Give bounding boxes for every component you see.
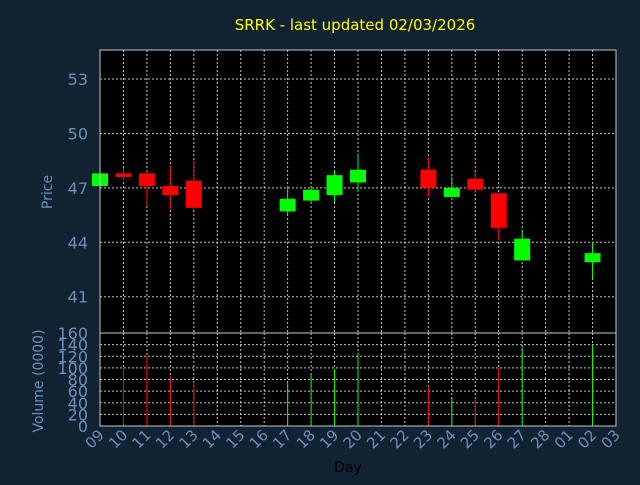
volume-tick-label: 40: [68, 394, 88, 413]
candle-body: [303, 189, 320, 201]
candle-body: [443, 187, 460, 197]
candle-body: [584, 253, 601, 263]
volume-tick-label: 60: [68, 382, 88, 401]
x-axis-label: Day: [334, 460, 362, 476]
candle-body: [420, 169, 437, 188]
price-tick-label: 50: [68, 124, 88, 143]
candle-body: [162, 186, 179, 196]
price-axis-label: Price: [40, 175, 56, 209]
price-panel: 41 44 47 50 53: [68, 49, 617, 334]
chart-title: SRRK - last updated 02/03/2026: [235, 16, 476, 34]
candle-body: [138, 173, 155, 187]
volume-tick-label: 120: [57, 347, 88, 366]
candle-body: [467, 178, 484, 190]
volume-tick-label: 100: [57, 359, 88, 378]
candle-body: [326, 175, 343, 196]
price-tick-label: 47: [68, 179, 88, 198]
price-tick-label: 41: [68, 288, 88, 307]
candle-body: [514, 238, 531, 261]
candle-body: [185, 180, 202, 208]
candle-body: [350, 169, 366, 183]
candle-body: [115, 173, 132, 177]
volume-tick-label: 140: [57, 336, 88, 355]
volume-tick-label: 160: [57, 324, 88, 343]
price-tick-label: 53: [68, 70, 88, 89]
price-tick-label: 44: [68, 233, 88, 252]
volume-tick-label: 80: [68, 371, 88, 390]
volume-tick-label: 0: [78, 417, 88, 436]
volume-plot-border: [99, 332, 617, 427]
volume-axis-label: Volume (0000): [31, 329, 47, 432]
candle-body: [490, 193, 507, 228]
candle-body: [279, 198, 296, 212]
volume-tick-label: 20: [68, 405, 88, 424]
